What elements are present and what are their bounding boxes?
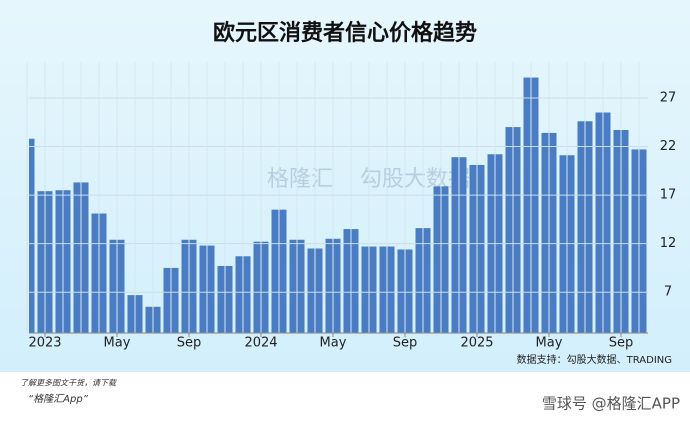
x-tick-label: May bbox=[536, 336, 563, 351]
watermark: 格隆汇 bbox=[267, 167, 333, 192]
x-tick-label: 2023 bbox=[28, 336, 61, 351]
x-tick-label: May bbox=[320, 336, 347, 351]
footer-handle: 雪球号 @格隆汇APP bbox=[542, 395, 680, 413]
bar bbox=[29, 138, 35, 333]
x-tick-label: 2024 bbox=[244, 336, 277, 351]
footer-text: “格隆汇App” bbox=[28, 393, 89, 405]
y-tick-label: 17 bbox=[660, 188, 677, 203]
footer-band bbox=[0, 372, 690, 425]
footer-text: 了解更多图文干货，请下载 bbox=[20, 379, 117, 388]
x-tick-label: May bbox=[104, 336, 131, 351]
x-tick-label: Sep bbox=[609, 336, 634, 351]
source-note: 数据支持：勾股大数据、TRADING bbox=[517, 353, 672, 366]
y-tick-label: 7 bbox=[664, 285, 672, 300]
y-tick-label: 22 bbox=[660, 139, 677, 154]
chart-title: 欧元区消费者信心价格趋势 bbox=[213, 20, 477, 46]
y-tick-label: 27 bbox=[660, 90, 677, 105]
x-tick-label: Sep bbox=[393, 336, 418, 351]
x-tick-label: 2025 bbox=[460, 336, 493, 351]
y-tick-label: 12 bbox=[660, 236, 677, 251]
x-tick-label: Sep bbox=[177, 336, 202, 351]
